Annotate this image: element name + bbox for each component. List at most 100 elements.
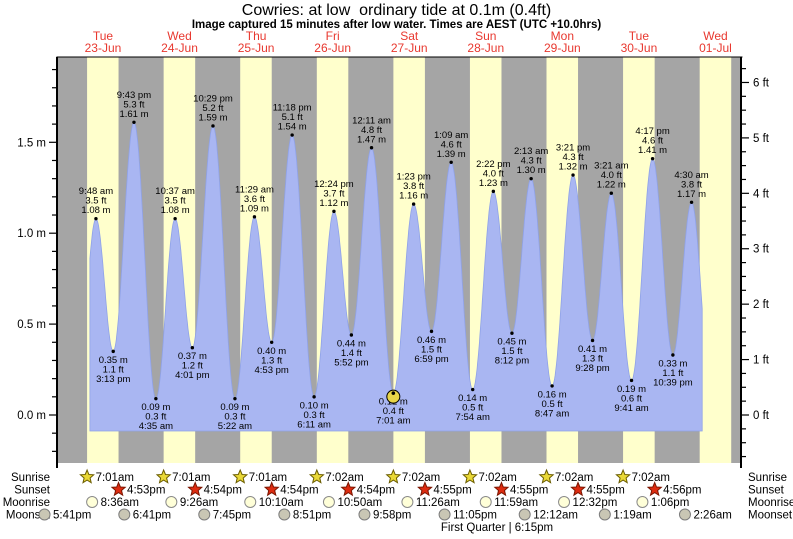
tide-extreme-dot (190, 346, 195, 350)
low-tide-annotation: 1.1 ft (662, 368, 683, 379)
moonset-time: 9:58pm (373, 510, 411, 522)
day-label-weekday: Fri (326, 29, 340, 43)
low-tide-annotation: 8:12 pm (495, 356, 529, 367)
high-tide-annotation: 5.2 ft (202, 103, 223, 114)
low-tide-annotation: 0.3 ft (304, 410, 325, 421)
low-tide-annotation: 6:59 pm (414, 354, 448, 365)
high-tide-annotation: 1.59 m (198, 112, 227, 123)
low-tide-annotation: 9:28 pm (575, 363, 609, 374)
day-label-date: 01-Jul (699, 41, 732, 55)
high-tide-annotation: 5.3 ft (123, 99, 144, 110)
moonset-time: 7:45pm (213, 510, 251, 522)
tide-extreme-dot (349, 333, 354, 337)
sunrise-icon (79, 468, 95, 484)
high-tide-annotation: 1.54 m (278, 122, 307, 133)
tide-extreme-dot (154, 396, 158, 401)
day-label-weekday: Tue (93, 29, 114, 43)
low-tide-annotation: 0.3 ft (224, 412, 245, 423)
moonset-icon (438, 508, 451, 521)
moonrise-icon (244, 496, 257, 508)
high-tide-annotation: 1.08 m (161, 205, 190, 216)
moonrise-icon (86, 496, 99, 508)
low-tide-annotation: 0.35 m (99, 355, 128, 366)
high-tide-annotation: 3.8 ft (403, 181, 424, 192)
low-tide-annotation: 0.46 m (417, 335, 446, 346)
tide-extreme-dot (132, 120, 136, 125)
sunrise-time: 7:01am (172, 472, 210, 484)
low-tide-annotation: 10:39 pm (653, 378, 693, 389)
high-tide-annotation: 3.5 ft (165, 196, 186, 207)
day-label-weekday: Thu (246, 29, 267, 43)
low-tide-annotation: 0.14 m (458, 393, 487, 404)
sunrise-time: 7:02am (402, 472, 440, 484)
high-tide-annotation: 4:17 pm (635, 126, 669, 137)
tide-extreme-dot (550, 384, 554, 388)
high-tide-annotation: 9:43 pm (117, 90, 151, 101)
day-label-date: 24-Jun (161, 41, 198, 55)
high-tide-annotation: 4.6 ft (441, 139, 462, 150)
sunrise-icon (308, 468, 325, 484)
day-label-date: 25-Jun (238, 41, 275, 55)
low-tide-annotation: 5:52 pm (334, 358, 368, 369)
high-tide-annotation: 1.12 m (319, 198, 348, 209)
meters-tick-label: 0.5 m (17, 319, 46, 331)
moonrise-time: 10:10am (259, 497, 304, 509)
tide-extreme-dot (411, 202, 416, 206)
low-tide-annotation: 0.16 m (538, 389, 567, 400)
moonrise-time: 12:32pm (573, 497, 618, 509)
sunrise-time: 7:01am (96, 472, 134, 484)
high-tide-annotation: 12:11 am (352, 115, 391, 126)
moonrise-icon (558, 496, 571, 508)
tide-extreme-dot (609, 191, 614, 195)
sunrise-icon (538, 468, 555, 484)
row-label-moonset-right: Moonset (748, 510, 793, 522)
sunrise-time: 7:02am (632, 472, 670, 484)
high-tide-annotation: 10:37 am (155, 186, 195, 197)
high-tide-annotation: 3:21 am (594, 161, 628, 172)
tide-extreme-dot (290, 133, 294, 137)
tide-extreme-dot (312, 395, 316, 399)
moonset-icon (358, 508, 371, 521)
day-label-date: 27-Jun (391, 41, 428, 55)
high-tide-annotation: 2:13 am (514, 146, 548, 157)
low-tide-annotation: 7:54 am (456, 412, 490, 423)
moonrise-icon (322, 496, 335, 508)
page-title: Cowries: at low ordinary tide at 0.1m (0… (241, 2, 552, 19)
tide-extreme-dot (111, 349, 115, 354)
row-label-sunset-right: Sunset (748, 485, 785, 497)
tide-extreme-dot (332, 209, 336, 214)
high-tide-annotation: 5.1 ft (282, 112, 303, 123)
low-tide-annotation: 5:22 am (218, 421, 252, 432)
row-label-sunrise-left: Sunrise (11, 472, 50, 484)
high-tide-annotation: 1.41 m (638, 145, 667, 156)
feet-tick-label: 1 ft (753, 355, 770, 367)
low-tide-annotation: 1.2 ft (182, 361, 203, 372)
tide-extreme-dot (471, 387, 475, 392)
high-tide-annotation: 4.3 ft (562, 152, 583, 163)
moonrise-icon (165, 496, 178, 508)
moonrise-time: 10:50am (337, 497, 382, 509)
tide-extreme-dot (391, 391, 396, 395)
high-tide-annotation: 9:48 am (79, 186, 113, 197)
low-tide-annotation: 3:13 pm (96, 374, 130, 385)
moonrise-time: 11:26am (416, 497, 460, 509)
sunrise-time: 7:02am (478, 472, 516, 484)
high-tide-annotation: 10:29 pm (193, 93, 233, 104)
sunrise-time: 7:02am (555, 472, 593, 484)
moonset-time: 6:41pm (133, 510, 171, 522)
low-tide-annotation: 1.1 ft (103, 364, 124, 375)
high-tide-annotation: 1.09 m (240, 203, 269, 214)
high-tide-annotation: 3:21 pm (556, 143, 590, 154)
moonset-time: 12:12am (533, 510, 578, 522)
sunset-icon (187, 481, 204, 497)
high-tide-annotation: 1.32 m (559, 162, 588, 173)
low-tide-annotation: 0.4 ft (383, 406, 404, 417)
moonrise-icon (401, 496, 414, 508)
tide-extreme-dot (689, 200, 694, 204)
sunset-time: 4:56pm (663, 485, 701, 497)
tide-extreme-dot (429, 329, 434, 334)
day-label-date: 30-Jun (621, 41, 658, 55)
sunrise-time: 7:01am (249, 472, 287, 484)
low-tide-annotation: 0.40 m (257, 346, 286, 357)
